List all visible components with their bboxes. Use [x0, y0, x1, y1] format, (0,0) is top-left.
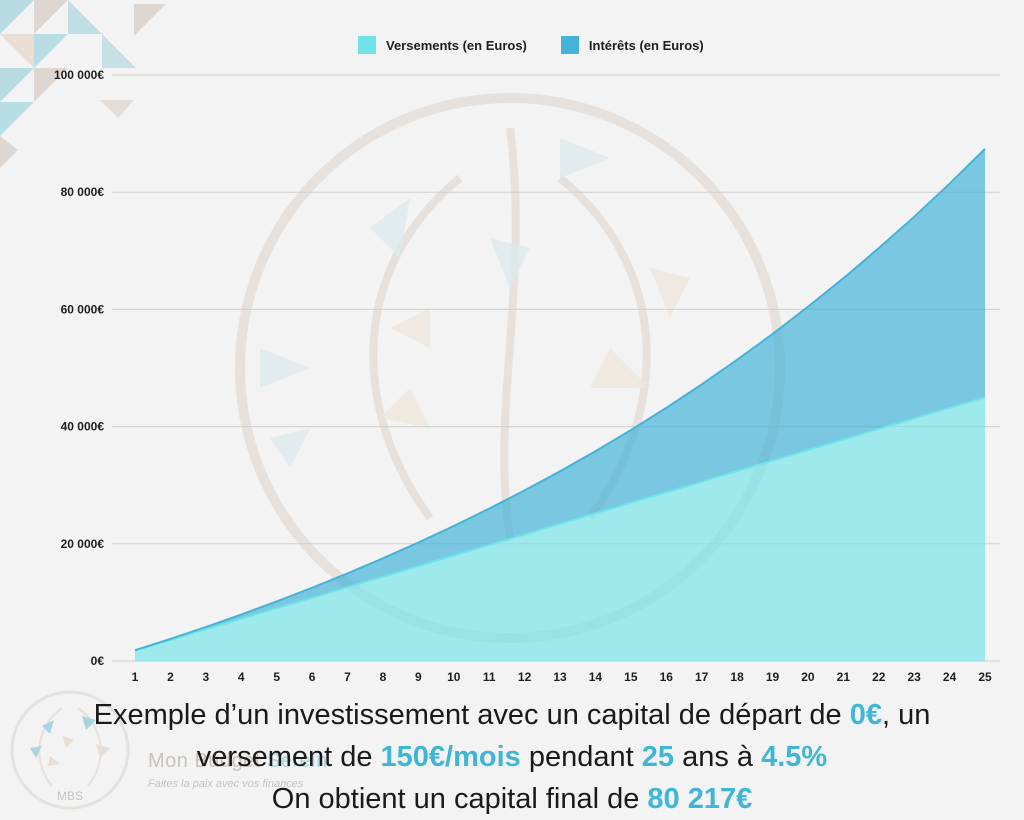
- x-tick-label: 17: [695, 670, 709, 684]
- y-tick-label: 80 000€: [61, 185, 105, 199]
- caption-final-capital: 80 217€: [647, 783, 753, 815]
- caption-line2-pre: versement de: [196, 741, 381, 773]
- x-tick-label: 22: [872, 670, 886, 684]
- decorative-triangles: [0, 0, 166, 168]
- x-tick-label: 24: [943, 670, 957, 684]
- y-axis-ticks: 0€ 20 000€ 40 000€ 60 000€ 80 000€ 100 000€: [54, 68, 104, 668]
- series-line-versements: [134, 396, 986, 652]
- x-tick-label: 3: [202, 670, 209, 684]
- legend-item-versements: Versements (en Euros): [358, 36, 527, 54]
- series-area-interets: [135, 148, 985, 651]
- brand-name: Mon Budget Serein: [148, 750, 328, 773]
- x-tick-label: 25: [978, 670, 992, 684]
- y-tick-label: 0€: [91, 654, 105, 668]
- y-tick-label: 40 000€: [61, 420, 105, 434]
- x-tick-label: 14: [589, 670, 603, 684]
- caption-line-2: versement de 150€/mois pendant 25 ans à …: [0, 736, 1024, 778]
- x-tick-label: 20: [801, 670, 815, 684]
- series-area-versements: [135, 397, 985, 661]
- caption-years: 25: [641, 741, 675, 773]
- x-tick-label: 6: [309, 670, 316, 684]
- x-tick-label: 8: [380, 670, 387, 684]
- y-tick-label: 20 000€: [61, 537, 105, 551]
- brand-block: MBS Mon Budget Serein Faites la paix ave…: [6, 686, 406, 816]
- caption-rate: 4.5%: [761, 741, 828, 773]
- caption: Exemple d’un investissement avec un capi…: [0, 694, 1024, 820]
- x-tick-label: 10: [447, 670, 461, 684]
- caption-line3-pre: On obtient un capital final de: [271, 783, 648, 815]
- legend-item-interets: Intérêts (en Euros): [560, 36, 704, 54]
- brand-logo-text: MBS: [57, 789, 83, 803]
- y-tick-label: 100 000€: [54, 68, 104, 82]
- x-tick-label: 5: [273, 670, 280, 684]
- brand-name-part2: Serein: [266, 750, 328, 772]
- caption-line1-pre: Exemple d’un investissement avec un capi…: [93, 699, 850, 731]
- x-tick-label: 18: [730, 670, 744, 684]
- x-tick-label: 15: [624, 670, 638, 684]
- x-tick-label: 19: [766, 670, 780, 684]
- y-tick-label: 60 000€: [61, 302, 105, 316]
- caption-line2-mid: pendant: [520, 741, 642, 773]
- legend: Versements (en Euros) Intérêts (en Euros…: [358, 36, 704, 54]
- caption-line2-mid2: ans à: [674, 741, 762, 773]
- x-tick-label: 9: [415, 670, 422, 684]
- x-tick-label: 21: [837, 670, 851, 684]
- x-axis-ticks: 1 2 3 4 5 6 7 8 9 10 11 12 13 14 15 16 17 18 19 20 21 22 23 24 2…: [132, 670, 992, 684]
- brand-logo: MBS: [10, 690, 130, 810]
- x-tick-label: 2: [167, 670, 174, 684]
- x-tick-label: 13: [553, 670, 567, 684]
- caption-line1-post: , un: [881, 699, 931, 731]
- brand-name-part1: Mon Budget: [148, 750, 267, 772]
- legend-label-interets: Intérêts (en Euros): [588, 37, 704, 53]
- x-tick-label: 16: [660, 670, 674, 684]
- x-tick-label: 4: [238, 670, 245, 684]
- legend-swatch-versements: [358, 36, 376, 54]
- x-tick-label: 23: [907, 670, 921, 684]
- x-tick-label: 7: [344, 670, 351, 684]
- stacked-area-chart: 0€ 20 000€ 40 000€ 60 000€ 80 000€ 100 000€ 1…: [54, 68, 1000, 684]
- series-line-interets: [134, 148, 986, 652]
- area-layer: [134, 148, 986, 661]
- x-tick-label: 1: [132, 670, 139, 684]
- x-tick-label: 11: [483, 670, 496, 684]
- caption-line-1: Exemple d’un investissement avec un capi…: [0, 694, 1024, 736]
- brand-tagline: Faites la paix avec vos finances: [148, 778, 304, 790]
- legend-swatch-interets: [560, 36, 579, 54]
- caption-capital-value: 0€: [849, 699, 882, 731]
- caption-line-3: On obtient un capital final de 80 217€: [0, 778, 1024, 820]
- legend-label-versements: Versements (en Euros): [386, 37, 527, 53]
- x-tick-label: 12: [518, 670, 532, 684]
- caption-monthly-amount: 150€/mois: [380, 741, 521, 773]
